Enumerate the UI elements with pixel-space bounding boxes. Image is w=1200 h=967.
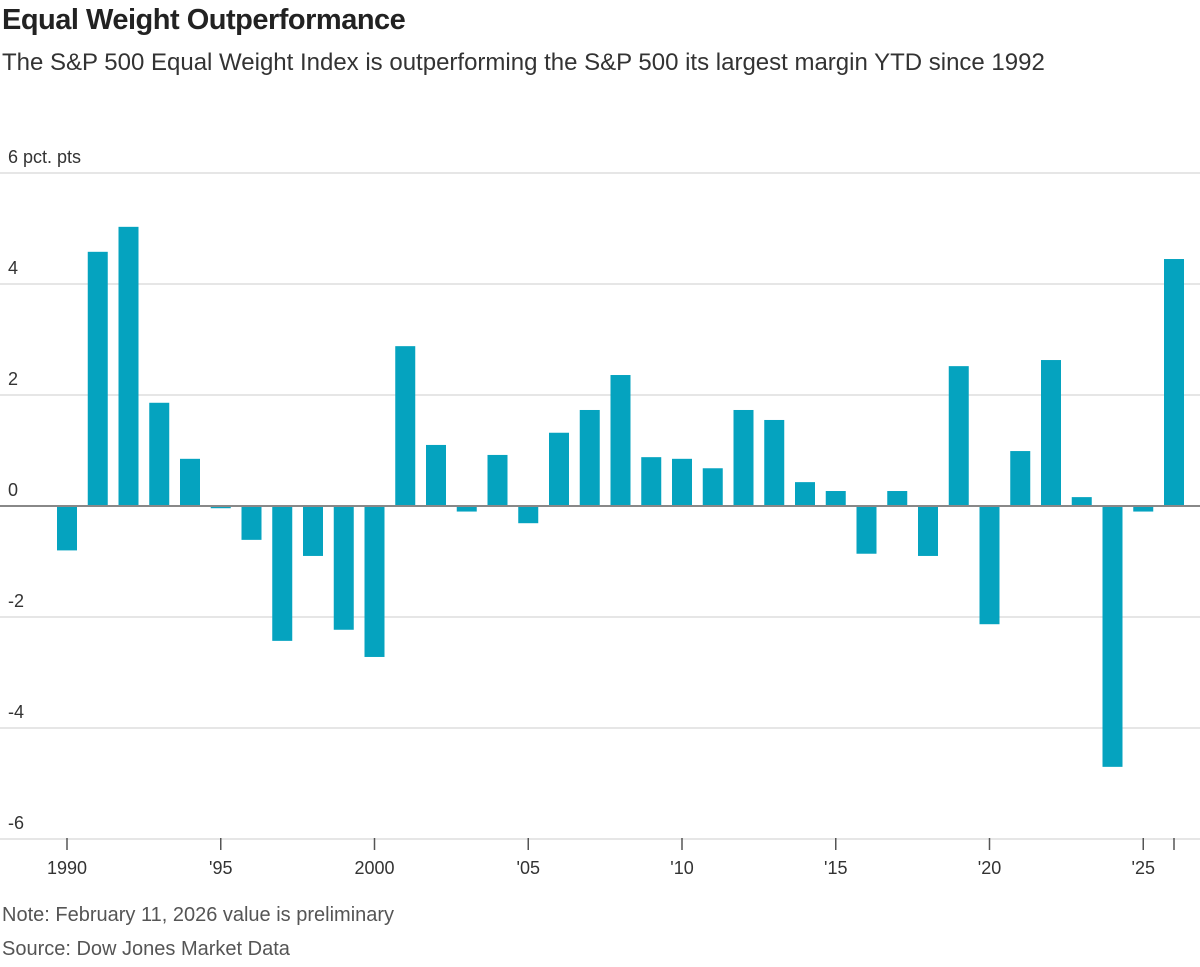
bar-1990 [57, 506, 77, 551]
x-tick-label: '10 [670, 858, 693, 878]
bar-2006 [549, 432, 569, 506]
bar-2000 [364, 506, 385, 657]
bar-2022 [1041, 360, 1061, 506]
bar-2018 [918, 506, 938, 556]
bar-2016 [856, 506, 877, 554]
bar-1996 [241, 506, 262, 540]
y-tick-label: 0 [8, 480, 18, 500]
bar-2008 [610, 375, 631, 506]
bar-2007 [579, 409, 600, 506]
bar-2015 [825, 491, 846, 506]
x-tick-label: '25 [1132, 858, 1155, 878]
x-tick-label: '05 [517, 858, 540, 878]
bar-2021 [1010, 451, 1031, 506]
bar-1993 [149, 402, 170, 506]
bar-2013 [764, 419, 785, 506]
bar-2011 [702, 468, 723, 506]
chart-source: Source: Dow Jones Market Data [2, 938, 290, 960]
bar-2023 [1071, 497, 1092, 506]
x-tick-label: '15 [824, 858, 847, 878]
bar-2010 [672, 458, 692, 506]
chart-subtitle: The S&P 500 Equal Weight Index is outper… [2, 49, 1045, 76]
bar-2002 [426, 444, 446, 506]
bar-2026 [1164, 259, 1184, 506]
bar-1997 [272, 506, 293, 641]
bar-2001 [395, 346, 416, 506]
bar-2020 [979, 506, 1000, 625]
bar-1998 [303, 506, 323, 556]
y-tick-label: -4 [8, 702, 24, 722]
bar-chart: 6 pct. pts 4 2 0 -2 -4 -6 1990 '95 2000 '05 '10 '15 '… [0, 147, 1200, 878]
bar-1994 [180, 458, 200, 506]
bar-1991 [87, 251, 108, 506]
bar-2017 [887, 491, 908, 506]
bar-2012 [733, 409, 754, 506]
y-tick-label: 2 [8, 369, 18, 389]
bar-2024 [1102, 506, 1123, 767]
bar-2009 [641, 457, 662, 506]
bar-1999 [333, 506, 354, 630]
bar-2004 [487, 454, 508, 506]
y-tick-label: 6 pct. pts [8, 147, 81, 167]
x-tick-label: '20 [978, 858, 1001, 878]
bar-1992 [118, 226, 139, 506]
chart-title: Equal Weight Outperformance [2, 4, 406, 36]
x-tick-label: 2000 [354, 858, 394, 878]
bar-2003 [456, 506, 477, 512]
y-tick-label: 4 [8, 258, 18, 278]
chart-note: Note: February 11, 2026 value is prelimi… [2, 904, 395, 926]
x-tick-label: 1990 [47, 858, 87, 878]
bar-2014 [795, 482, 815, 506]
bar-2005 [518, 506, 539, 524]
y-tick-label: -2 [8, 591, 24, 611]
bar-2019 [948, 366, 969, 506]
bar-1995 [210, 506, 231, 509]
y-tick-label: -6 [8, 813, 24, 833]
x-tick-label: '95 [209, 858, 232, 878]
bar-2025 [1133, 506, 1154, 512]
